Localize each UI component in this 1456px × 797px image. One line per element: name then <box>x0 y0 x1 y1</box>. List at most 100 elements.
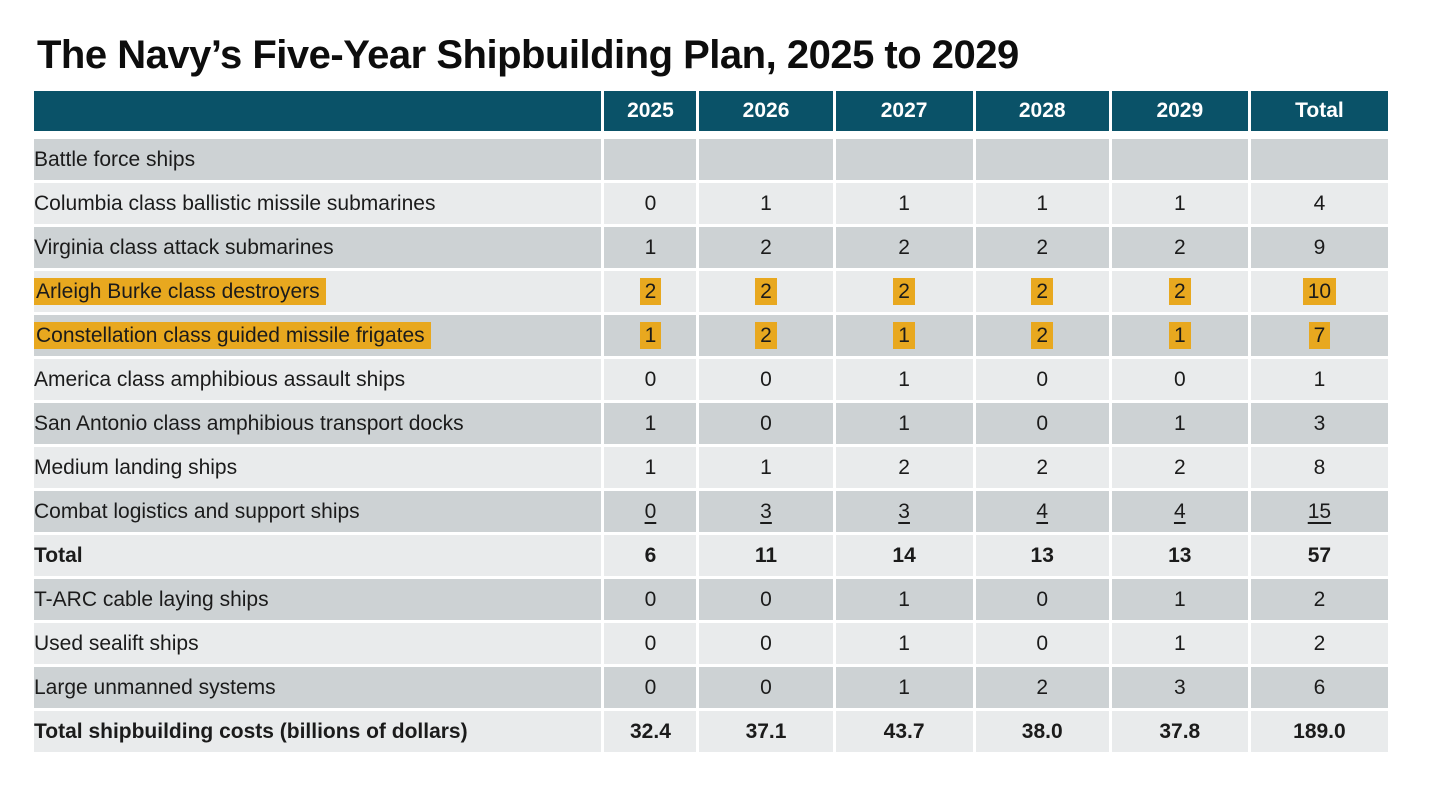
cell-value <box>1247 133 1392 183</box>
column-header-2026: 2026 <box>696 88 836 139</box>
cell-value: 1 <box>696 444 836 491</box>
value-text: 32.4 <box>630 719 671 743</box>
cell-value: 13 <box>1108 532 1251 579</box>
value-text: 0 <box>644 191 657 215</box>
cell-value: 1 <box>832 180 976 227</box>
cell-value: 2 <box>832 224 976 271</box>
label-text: America class amphibious assault ships <box>34 367 406 391</box>
cell-value: 1 <box>601 400 700 447</box>
cell-value: 2 <box>972 268 1112 315</box>
cell-value: 57 <box>1247 532 1392 579</box>
value-text: 0 <box>760 631 772 655</box>
value-text: 2 <box>1173 455 1186 479</box>
value-text: 4 <box>1173 499 1186 523</box>
value-text: 7 <box>1308 321 1331 349</box>
value-text: 1 <box>893 321 915 349</box>
value-text: 43.7 <box>883 719 925 743</box>
value-text: 1 <box>1313 367 1326 391</box>
cell-value <box>972 133 1112 183</box>
cell-value: 0 <box>601 180 700 227</box>
row-label: Large unmanned systems <box>30 664 605 711</box>
label-text: Combat logistics and support ships <box>34 499 360 523</box>
table-row: Used sealift ships 0 0 1 0 1 2 <box>30 620 1392 667</box>
table-body: Battle force ships Columbia class ballist… <box>30 133 1392 755</box>
table-row: Constellation class guided missile friga… <box>30 312 1392 359</box>
table-row: Total 6 11 14 13 13 57 <box>30 532 1392 579</box>
value-text: 4 <box>1036 499 1049 523</box>
label-text: Total shipbuilding costs (billions of do… <box>34 719 468 743</box>
cell-value: 2 <box>696 224 836 271</box>
cell-value: 6 <box>601 532 700 579</box>
value-text: 15 <box>1307 499 1332 523</box>
cell-value: 1 <box>972 180 1112 227</box>
value-text: 1 <box>644 411 657 435</box>
cell-value: 37.8 <box>1108 708 1251 755</box>
row-label: Battle force ships <box>30 133 605 183</box>
value-text: 0 <box>1036 411 1049 435</box>
value-text: 8 <box>1313 455 1326 479</box>
table-row: Battle force ships <box>30 133 1392 183</box>
row-label: Total shipbuilding costs (billions of do… <box>30 708 605 755</box>
cell-value: 1 <box>1108 576 1251 623</box>
cell-value: 2 <box>1108 268 1251 315</box>
cell-value: 2 <box>972 312 1112 359</box>
value-text: 0 <box>1036 367 1049 391</box>
header-row: 2025 2026 2027 2028 2029 Total <box>30 88 1392 139</box>
table-row: Arleigh Burke class destroyers 2 2 2 2 2 10 <box>30 268 1392 315</box>
cell-value: 2 <box>696 268 836 315</box>
row-label: Combat logistics and support ships <box>30 488 605 535</box>
label-text: Used sealift ships <box>34 631 199 655</box>
cell-value: 0 <box>601 664 700 711</box>
cell-value: 3 <box>696 488 836 535</box>
value-text: 11 <box>754 543 778 567</box>
value-text: 2 <box>1031 277 1054 305</box>
cell-value: 0 <box>696 576 836 623</box>
cell-value: 189.0 <box>1247 708 1392 755</box>
cell-value: 1 <box>1108 312 1251 359</box>
cell-value: 1 <box>1108 620 1251 667</box>
row-label: Total <box>30 532 605 579</box>
cell-value: 1 <box>832 400 976 447</box>
value-text: 3 <box>1313 411 1326 435</box>
value-text: 3 <box>760 499 772 523</box>
column-header-2025: 2025 <box>601 88 700 139</box>
row-label: Medium landing ships <box>30 444 605 491</box>
label-text: Medium landing ships <box>34 455 238 479</box>
value-text: 2 <box>1031 321 1054 349</box>
value-text: 1 <box>898 631 910 655</box>
cell-value: 6 <box>1247 664 1392 711</box>
cell-value: 2 <box>1247 620 1392 667</box>
row-label: Virginia class attack submarines <box>30 224 605 271</box>
value-text: 189.0 <box>1293 719 1346 743</box>
cell-value: 2 <box>832 268 976 315</box>
value-text: 2 <box>1168 277 1191 305</box>
cell-value: 2 <box>1247 576 1392 623</box>
value-text: 0 <box>1036 587 1049 611</box>
value-text: 10 <box>1302 277 1337 305</box>
value-text: 6 <box>1313 675 1326 699</box>
value-text: 1 <box>1168 321 1191 349</box>
table-row: Combat logistics and support ships 0 3 3 4 4 1… <box>30 488 1392 535</box>
table-row: Columbia class ballistic missile submari… <box>30 180 1392 227</box>
cell-value: 2 <box>832 444 976 491</box>
cell-value: 2 <box>1108 444 1251 491</box>
value-text: 0 <box>644 499 657 523</box>
table-row: America class amphibious assault ships 0 0… <box>30 356 1392 403</box>
value-text: 14 <box>892 543 916 567</box>
label-text: Columbia class ballistic missile submari… <box>34 191 436 215</box>
table-row: Large unmanned systems 0 0 1 2 3 6 <box>30 664 1392 711</box>
cell-value: 1 <box>601 224 700 271</box>
cell-value: 11 <box>696 532 836 579</box>
cell-value: 0 <box>601 576 700 623</box>
value-text: 2 <box>898 235 910 259</box>
cell-value <box>601 133 700 183</box>
cell-value: 0 <box>972 576 1112 623</box>
cell-value: 1 <box>832 576 976 623</box>
cell-value: 1 <box>1247 356 1392 403</box>
value-text: 0 <box>1173 367 1186 391</box>
cell-value: 1 <box>1108 180 1251 227</box>
cell-value <box>1108 133 1251 183</box>
value-text: 2 <box>1036 675 1049 699</box>
value-text: 1 <box>639 321 662 349</box>
value-text: 3 <box>898 499 910 523</box>
